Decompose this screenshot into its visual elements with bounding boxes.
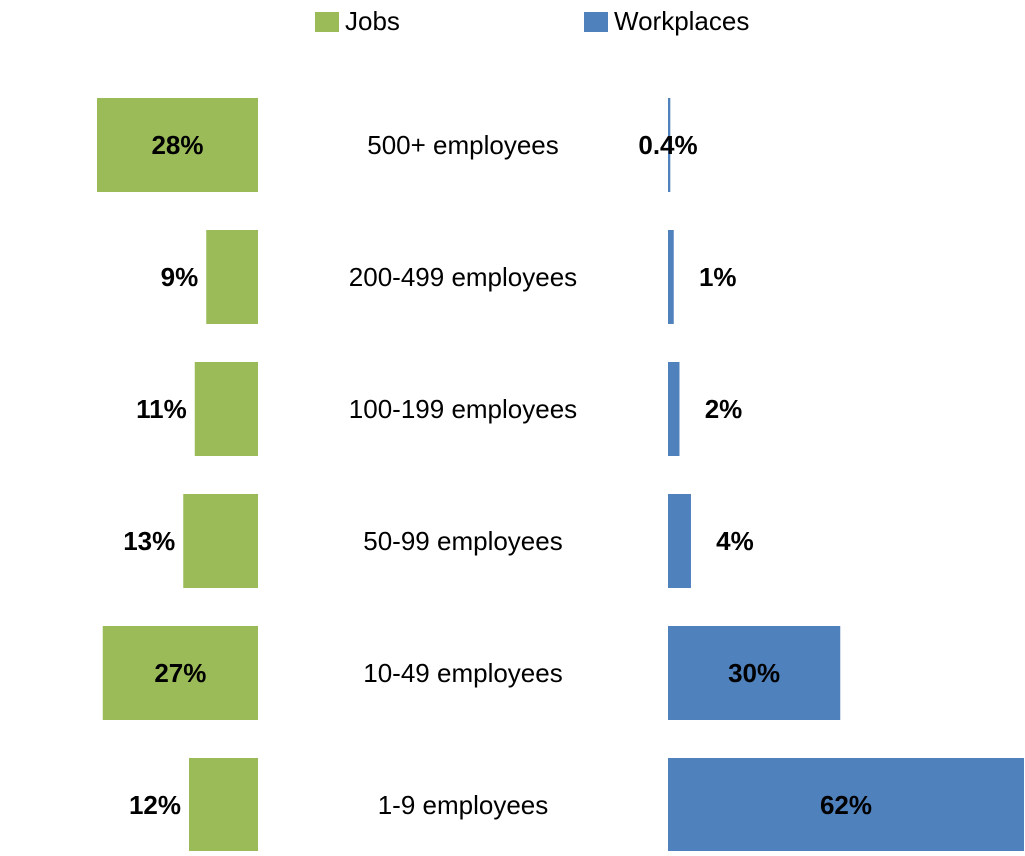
value-label-workplaces-0: 0.4% (638, 130, 697, 160)
bar-workplaces-0 (668, 98, 671, 192)
value-label-jobs-2: 11% (136, 394, 187, 424)
category-label-4: 10-49 employees (363, 658, 562, 688)
category-label-2: 100-199 employees (349, 394, 577, 424)
bar-jobs-0 (97, 98, 258, 192)
value-labels: 28% 0.4% 9% 1% 11% 2% 13% 4% 27% 30% 12% 62% (123, 130, 872, 820)
value-label-jobs-1: 9% (161, 262, 199, 292)
legend-swatch-workplaces (584, 12, 608, 32)
bar-workplaces-3 (668, 494, 691, 588)
bar-jobs-4 (102, 626, 258, 720)
legend-label-jobs: Jobs (345, 6, 400, 36)
category-label-0: 500+ employees (367, 130, 559, 160)
value-label-jobs-4: 27% (154, 658, 206, 688)
category-labels: 500+ employees 200-499 employees 100-199 e… (349, 130, 577, 820)
value-label-workplaces-3: 4% (716, 526, 754, 556)
value-label-workplaces-1: 1% (699, 262, 737, 292)
legend-label-workplaces: Workplaces (614, 6, 749, 36)
jobs-series (97, 98, 258, 852)
bar-workplaces-1 (668, 230, 674, 324)
bar-workplaces-4 (668, 626, 841, 720)
bar-workplaces-5 (668, 758, 1024, 852)
bar-jobs-5 (189, 758, 258, 852)
value-label-jobs-0: 28% (151, 130, 203, 160)
value-label-jobs-3: 13% (123, 526, 175, 556)
bar-jobs-3 (183, 494, 258, 588)
bar-jobs-2 (194, 362, 258, 456)
workplaces-series (668, 98, 1024, 852)
value-label-workplaces-5: 62% (820, 790, 872, 820)
bar-workplaces-2 (668, 362, 680, 456)
legend-swatch-jobs (315, 12, 339, 32)
category-label-3: 50-99 employees (363, 526, 562, 556)
value-label-workplaces-2: 2% (705, 394, 743, 424)
category-label-1: 200-499 employees (349, 262, 577, 292)
value-label-workplaces-4: 30% (728, 658, 780, 688)
bar-jobs-1 (206, 230, 258, 324)
legend: Jobs Workplaces (315, 6, 749, 36)
category-label-5: 1-9 employees (378, 790, 549, 820)
value-label-jobs-5: 12% (129, 790, 181, 820)
